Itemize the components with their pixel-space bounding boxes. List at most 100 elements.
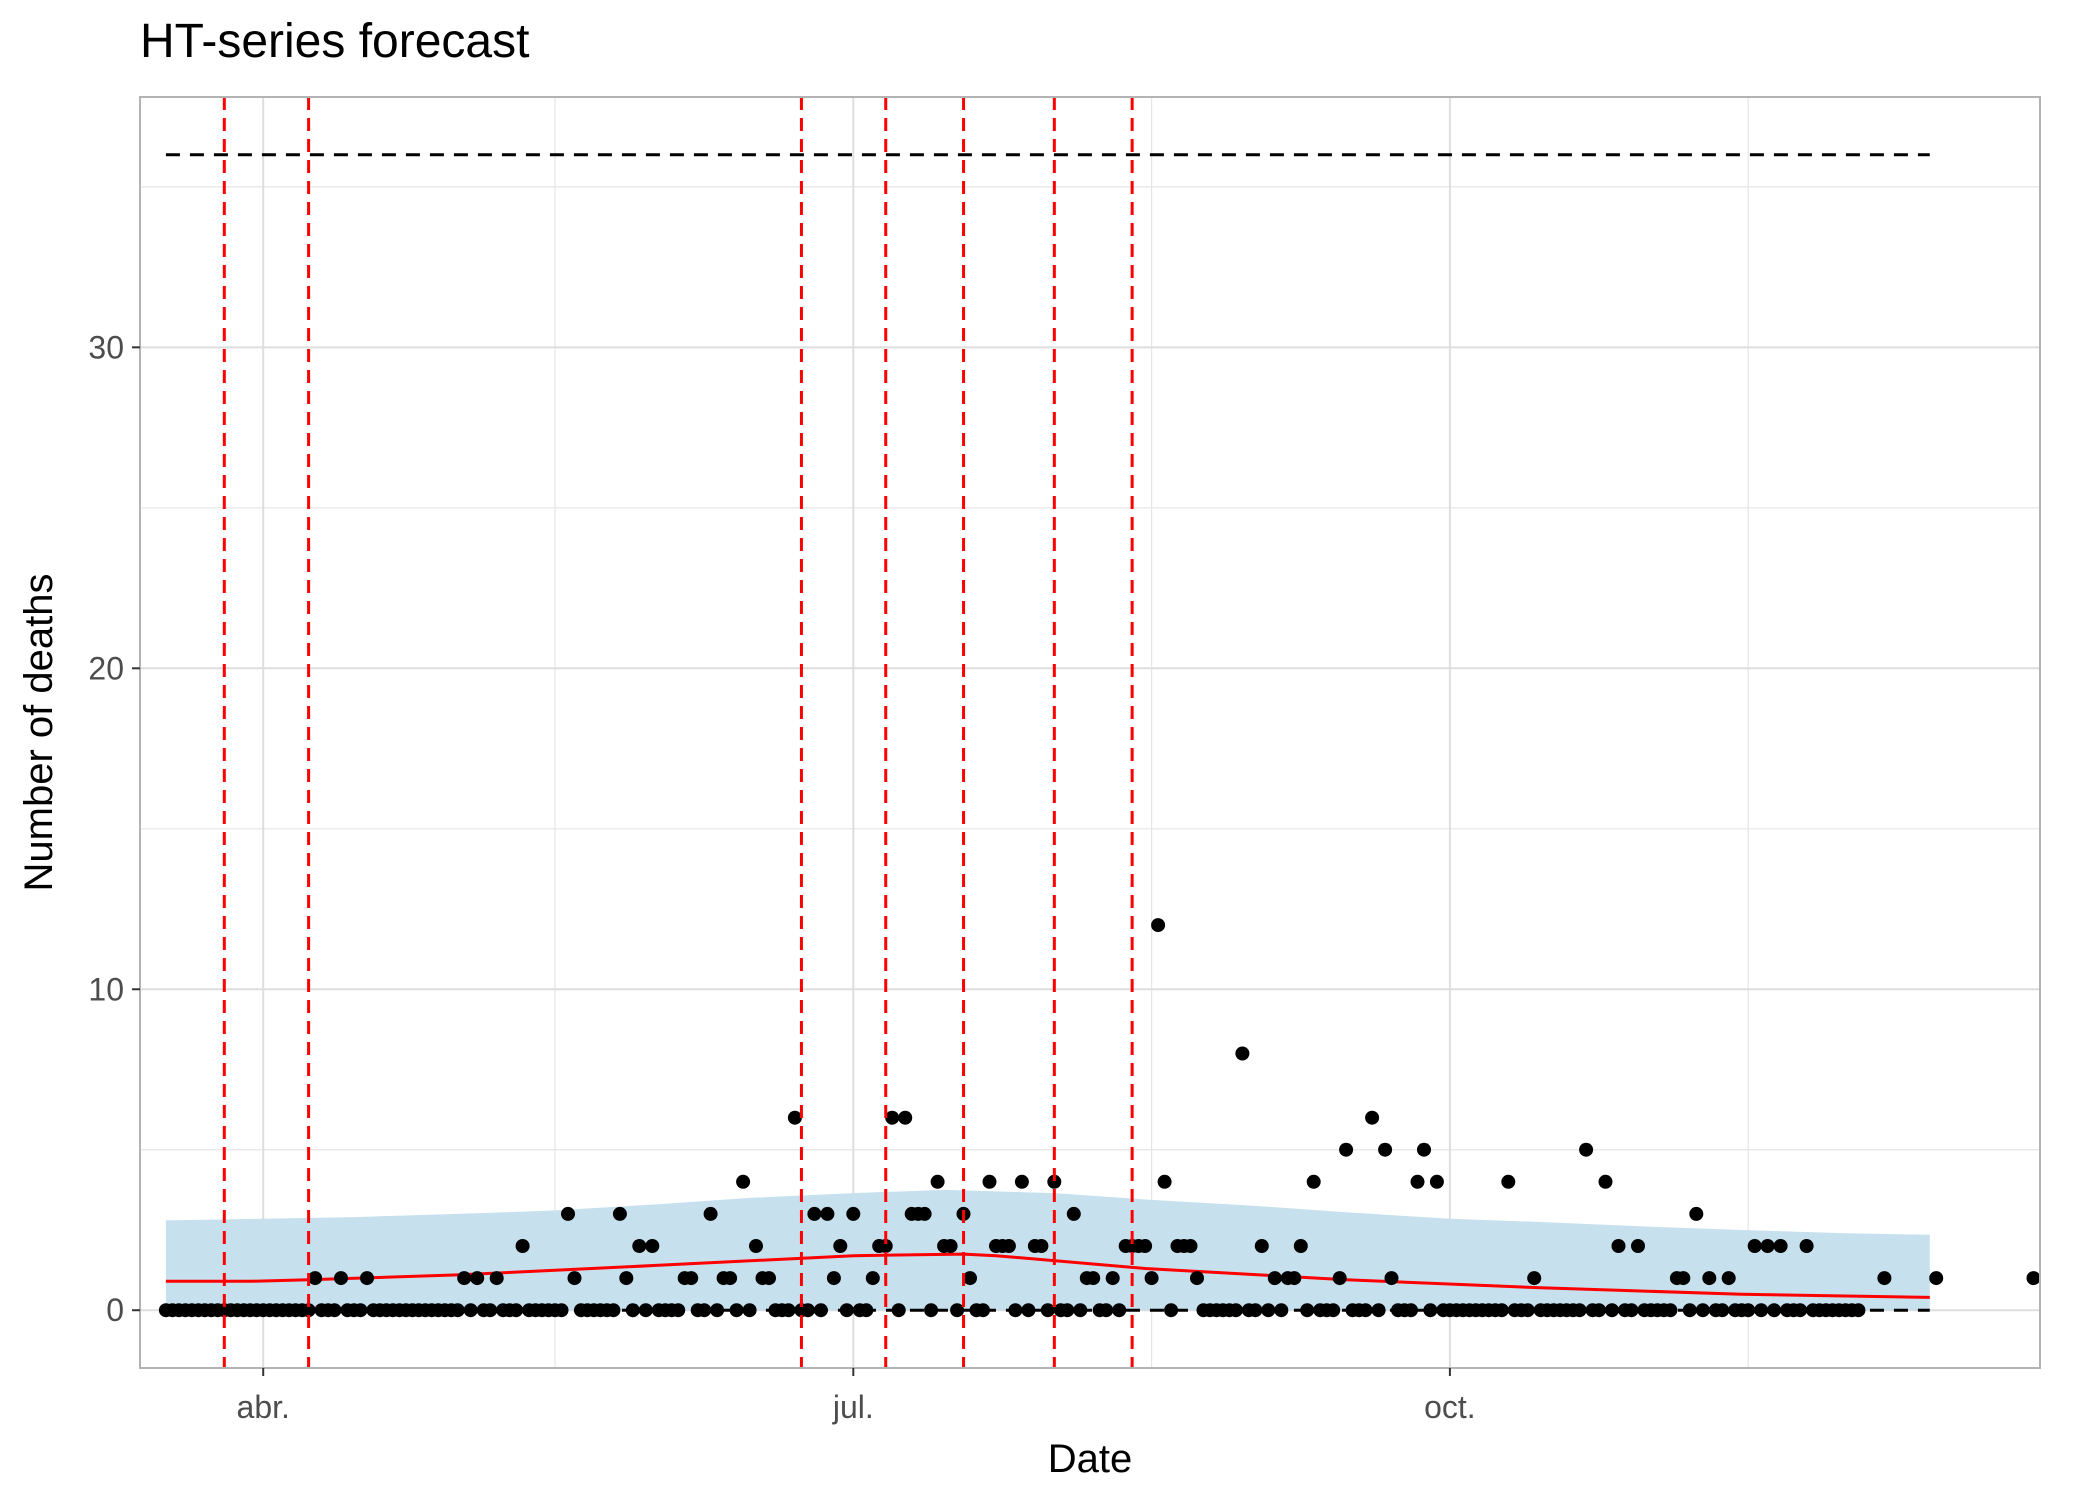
data-point [1429, 1174, 1444, 1189]
y-tick-label: 10 [88, 971, 124, 1007]
data-point [1105, 1271, 1120, 1286]
data-point-zero [1060, 1303, 1075, 1318]
data-point [1410, 1174, 1425, 1189]
data-point [1365, 1110, 1380, 1125]
data-point-zero [1754, 1303, 1769, 1318]
x-tick-label: oct. [1424, 1389, 1476, 1425]
data-point [1066, 1206, 1081, 1221]
data-point-zero [327, 1303, 342, 1318]
data-point-zero [1228, 1303, 1243, 1318]
data-point [489, 1271, 504, 1286]
panel-border [139, 96, 2041, 1369]
data-point-zero [1605, 1303, 1619, 1318]
data-point [1293, 1239, 1308, 1253]
data-point [1235, 1046, 1250, 1061]
data-point [1929, 1271, 1944, 1286]
data-point [1144, 1271, 1159, 1286]
data-point-zero [742, 1303, 757, 1318]
y-tick-label: 0 [106, 1292, 124, 1328]
data-point-zero [1715, 1303, 1730, 1318]
data-point [1747, 1239, 1762, 1253]
data-point-zero [710, 1303, 725, 1318]
data-point [1306, 1174, 1321, 1189]
data-point [1138, 1239, 1153, 1253]
data-point [1702, 1271, 1717, 1286]
x-axis-label: Date [1048, 1437, 1133, 1481]
data-point [1151, 918, 1166, 933]
x-tick-label: jul. [832, 1389, 874, 1425]
data-point-zero [1261, 1303, 1276, 1318]
data-point-zero [1371, 1303, 1386, 1318]
data-point-zero [950, 1303, 965, 1318]
data-point [885, 1110, 900, 1125]
data-point [470, 1271, 485, 1286]
data-point [1047, 1174, 1062, 1189]
prediction-band [165, 1189, 1930, 1311]
data-point [1799, 1239, 1814, 1253]
data-point [1332, 1271, 1347, 1286]
data-point [2026, 1271, 2041, 1286]
data-point [360, 1271, 374, 1286]
data-point-zero [450, 1303, 465, 1318]
data-point [787, 1110, 802, 1125]
data-point-zero [1164, 1303, 1179, 1318]
data-point-zero [1682, 1303, 1697, 1318]
data-point [612, 1206, 627, 1221]
data-point [1254, 1239, 1269, 1253]
data-point-zero [1663, 1303, 1678, 1318]
data-point [1378, 1142, 1393, 1157]
data-point [1631, 1239, 1645, 1253]
data-point-zero [976, 1303, 990, 1318]
data-point [1267, 1271, 1282, 1286]
x-tick-label: abr. [237, 1389, 290, 1425]
data-point-zero [1592, 1303, 1606, 1318]
data-point-zero [1008, 1303, 1023, 1318]
data-point [1384, 1271, 1399, 1286]
data-point [703, 1206, 718, 1221]
data-point-zero [1741, 1303, 1756, 1318]
data-point [1287, 1271, 1302, 1286]
data-point [898, 1110, 913, 1125]
data-point [1157, 1174, 1172, 1189]
data-point [457, 1271, 472, 1286]
data-point-zero [924, 1303, 939, 1318]
data-point [1339, 1142, 1354, 1157]
data-point-zero [638, 1303, 653, 1318]
data-point [820, 1206, 835, 1221]
data-point [1501, 1174, 1516, 1189]
y-tick-label: 20 [88, 650, 124, 686]
data-point-zero [606, 1303, 621, 1318]
data-point-zero [1767, 1303, 1782, 1318]
data-point [1001, 1239, 1016, 1253]
data-point [943, 1239, 958, 1253]
data-point [749, 1239, 763, 1253]
data-point [632, 1239, 647, 1253]
data-point [308, 1271, 323, 1286]
data-point [567, 1271, 582, 1286]
data-point-zero [697, 1303, 712, 1318]
data-point-zero [859, 1303, 874, 1318]
data-point-zero [301, 1303, 316, 1318]
y-tick-label: 30 [88, 329, 124, 365]
data-point-zero [509, 1303, 524, 1318]
data-point [515, 1239, 530, 1253]
data-point [917, 1206, 932, 1221]
data-point [826, 1271, 841, 1286]
data-point-zero [1520, 1303, 1535, 1318]
data-point [1877, 1271, 1892, 1286]
data-point-zero [671, 1303, 686, 1318]
data-point-zero [839, 1303, 854, 1318]
data-point [963, 1271, 977, 1286]
data-point-zero [1494, 1303, 1509, 1318]
data-point-zero [813, 1303, 828, 1318]
data-point-zero [1423, 1303, 1438, 1318]
chart-title: HT-series forecast [140, 15, 530, 68]
data-point [1014, 1174, 1029, 1189]
data-point [723, 1271, 738, 1286]
data-point-zero [1248, 1303, 1263, 1318]
data-point [865, 1271, 880, 1286]
data-point-zero [1099, 1303, 1114, 1318]
data-point [982, 1174, 997, 1189]
data-point-zero [781, 1303, 796, 1318]
